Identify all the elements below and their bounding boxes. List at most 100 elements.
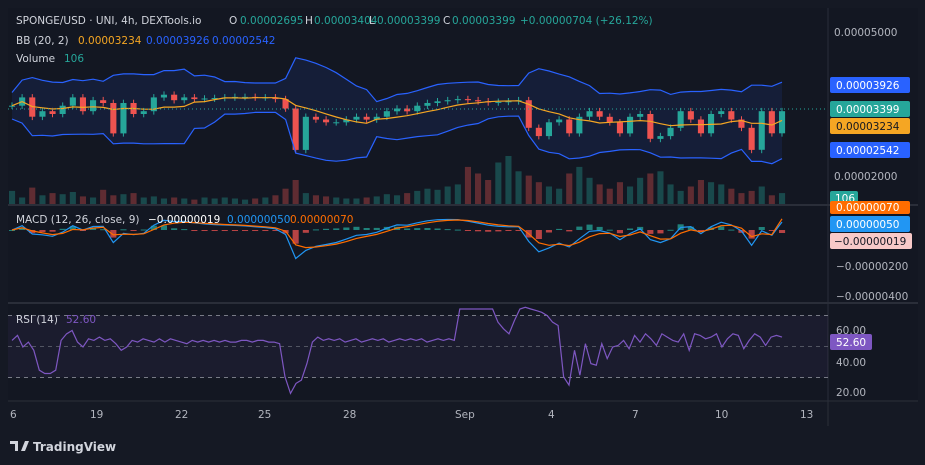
- volume-bar: [323, 196, 330, 204]
- macd-hist-bar: [221, 230, 228, 231]
- volume-bar: [566, 173, 573, 204]
- volume-bar: [292, 180, 299, 204]
- time-tick: 10: [715, 409, 728, 421]
- candle-body: [677, 111, 684, 128]
- bb-upper-line: [11, 57, 783, 103]
- volume-bar: [505, 156, 512, 204]
- candle-body: [69, 97, 76, 106]
- macd-hist-bar: [19, 227, 26, 230]
- time-tick: 25: [258, 409, 271, 421]
- volume-bar: [515, 171, 522, 204]
- basis-badge-text: 0.00003234: [836, 121, 900, 133]
- open-value: 0.00002695: [240, 15, 303, 27]
- hist-badge: [830, 233, 912, 249]
- volume-bar: [454, 184, 461, 204]
- time-axis[interactable]: 6 19 22 25 28 Sep 4 7 10 13: [10, 409, 813, 421]
- candle-body: [596, 111, 603, 117]
- volume-bar: [79, 196, 86, 204]
- basis-badge: [830, 118, 910, 134]
- macd-hist-bar: [49, 230, 56, 232]
- candle-body: [495, 101, 502, 103]
- macd-hist-bar: [779, 230, 786, 233]
- macd-hist-bar: [140, 229, 147, 231]
- volume-bar: [160, 198, 167, 204]
- macd-tick: −0.00000400: [836, 291, 908, 303]
- candle-body: [211, 98, 218, 99]
- macd-hist-bar: [728, 229, 735, 231]
- macd-hist-bar: [9, 230, 16, 231]
- volume-bar: [262, 197, 269, 204]
- close-key: C: [443, 15, 450, 27]
- volume-bar: [231, 198, 238, 204]
- candle-body: [181, 97, 188, 101]
- macd-hist-bar: [252, 230, 259, 231]
- candle-body: [738, 119, 745, 128]
- macd-legend-name[interactable]: MACD (12, 26, close, 9): [16, 214, 139, 226]
- candle-body: [566, 119, 573, 134]
- candle-body: [505, 101, 512, 103]
- tradingview-logo[interactable]: TradingView: [10, 440, 116, 454]
- lower-band-badge-text: 0.00002542: [836, 145, 899, 157]
- volume-bar: [181, 198, 188, 204]
- time-tick: 7: [632, 409, 639, 421]
- macd-legend-hist: −0.00000019: [148, 214, 220, 226]
- volume-bar: [475, 173, 482, 204]
- volume-bar: [576, 166, 583, 204]
- macd-hist-bar: [505, 230, 512, 231]
- signal-badge-text: 0.00000070: [836, 202, 899, 214]
- macd-hist-bar: [171, 228, 178, 230]
- volume-bar: [120, 194, 127, 204]
- volume-bar: [616, 182, 623, 204]
- candle-body: [404, 108, 411, 112]
- volume-bar: [110, 195, 117, 204]
- bb-legend: BB (20, 2) 0.00003234 0.00003926 0.00002…: [16, 35, 275, 47]
- candle-body: [100, 100, 107, 103]
- candle-body: [454, 99, 461, 101]
- candle-body: [333, 122, 340, 124]
- volume-bar: [394, 195, 401, 204]
- volume-bar: [586, 177, 593, 204]
- bb-legend-name[interactable]: BB (20, 2): [16, 35, 69, 47]
- candle-body: [606, 116, 613, 123]
- volume-bar: [363, 197, 370, 204]
- upper-band-badge-text: 0.00003926: [836, 80, 900, 92]
- volume-legend-value: 106: [64, 53, 84, 65]
- high-value: 0.00003404: [314, 15, 378, 27]
- low-value: 0.00003399: [377, 15, 440, 27]
- volume-bar: [353, 198, 360, 204]
- time-tick: 22: [175, 409, 188, 421]
- candle-body: [647, 114, 654, 139]
- volume-legend-name[interactable]: Volume: [16, 53, 55, 65]
- volume-bar: [768, 195, 775, 204]
- candle-body: [394, 108, 401, 112]
- candle-body: [312, 116, 319, 120]
- symbol-title[interactable]: SPONGE/USD · UNI, 4h, DEXTools.io: [16, 15, 201, 27]
- macd-pane[interactable]: [8, 206, 828, 302]
- macd-hist-bar: [160, 225, 167, 230]
- candle-body: [79, 97, 86, 112]
- price-tick: 0.00005000: [834, 27, 897, 39]
- macd-hist-bar: [59, 228, 66, 230]
- macd-hist-bar: [657, 230, 664, 234]
- macd-hist-bar: [718, 226, 725, 230]
- volume-bar: [596, 184, 603, 204]
- macd-hist-bar: [373, 227, 380, 230]
- macd-hist-bar: [535, 230, 542, 239]
- macd-hist-bar: [69, 226, 76, 230]
- candle-body: [90, 100, 97, 112]
- close-price-badge: [830, 101, 910, 117]
- volume-bar: [606, 188, 613, 204]
- volume-bar: [697, 180, 704, 204]
- macd-legend-signal: 0.00000070: [290, 214, 353, 226]
- macd-hist-bar: [120, 229, 127, 231]
- candle-body: [525, 100, 532, 128]
- volume-bar: [302, 193, 309, 204]
- volume-bar: [201, 197, 208, 204]
- candle-body: [657, 136, 664, 139]
- rsi-legend-name[interactable]: RSI (14): [16, 314, 58, 326]
- macd-hist-bar: [353, 226, 360, 230]
- volume-bar: [130, 193, 137, 204]
- macd-badges: 0.00000070 0.00000050 −0.00000019: [830, 201, 912, 249]
- rsi-pane[interactable]: [8, 304, 828, 400]
